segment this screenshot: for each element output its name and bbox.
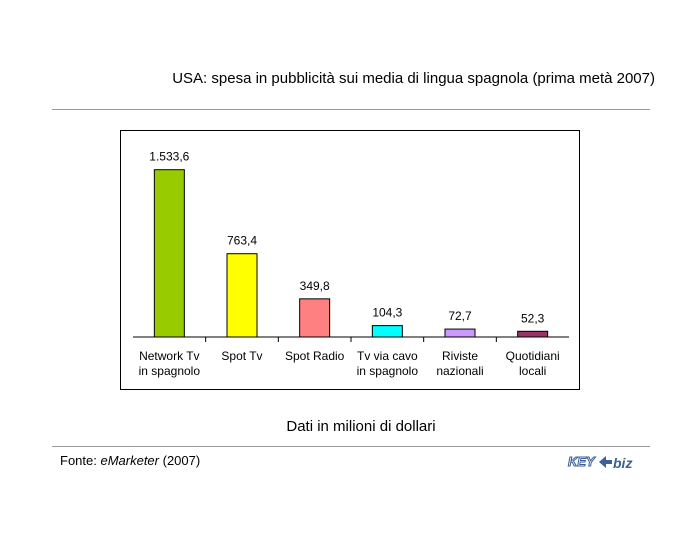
bar	[444, 328, 476, 338]
data-label: 104,3	[372, 306, 402, 320]
data-label: 763,4	[227, 234, 257, 248]
bar	[371, 325, 403, 338]
tick-label: Riviste	[442, 349, 478, 363]
bar	[226, 253, 258, 338]
tick-label: in spagnolo	[139, 364, 201, 378]
data-label: 1.533,6	[149, 150, 189, 164]
logo-right-text: biz	[613, 455, 632, 471]
tick-label: nazionali	[436, 364, 483, 378]
data-label: 349,8	[300, 279, 330, 293]
tick-label: Network Tv	[139, 349, 199, 363]
tick-label: Spot Tv	[221, 349, 262, 363]
source-prefix: Fonte:	[60, 453, 101, 468]
logo-left-text: KEY	[568, 454, 596, 469]
bottom-divider	[52, 446, 650, 447]
chart-area: 1.533,6 Network Tv in spagnolo 763,4 Spot Tv…	[120, 130, 580, 390]
key4biz-logo-icon: KEY biz	[568, 454, 633, 472]
chart-subtitle: Dati in milioni di dollari	[286, 418, 436, 435]
source-name: eMarketer	[100, 453, 159, 468]
source-note: Fonte: eMarketer (2007)	[60, 453, 200, 468]
source-suffix: (2007)	[159, 453, 201, 468]
tick-label: Quotidiani	[506, 349, 560, 363]
tick-label: Tv via cavo	[357, 349, 418, 363]
bar	[299, 298, 331, 338]
data-label: 72,7	[448, 309, 472, 323]
tick-label: in spagnolo	[357, 364, 419, 378]
logo-arrow-icon	[599, 456, 612, 468]
chart-title: USA: spesa in pubblicità sui media di li…	[172, 70, 655, 87]
bar	[153, 169, 185, 338]
bar	[517, 330, 549, 338]
tick-label: locali	[519, 364, 546, 378]
top-divider	[52, 109, 650, 110]
tick-label: Spot Radio	[285, 349, 345, 363]
data-label: 52,3	[521, 311, 545, 325]
